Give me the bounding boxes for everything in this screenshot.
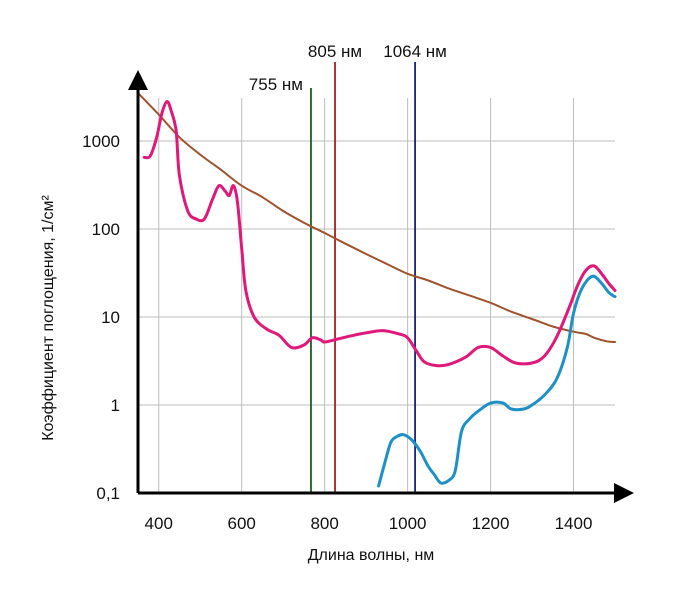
y-axis-title: Коэффициент поглощения, 1/см² — [40, 195, 57, 441]
wavelength-marker-label: 805 нм — [308, 42, 362, 61]
axes — [128, 70, 634, 503]
x-tick-label: 1200 — [472, 514, 510, 533]
y-tick-label: 100 — [92, 220, 120, 239]
x-tick-label: 600 — [228, 514, 256, 533]
wavelength-marker-label: 1064 нм — [383, 42, 447, 61]
x-axis-arrow-icon — [614, 483, 634, 503]
data-series — [137, 92, 617, 488]
x-tick-label: 1000 — [389, 514, 427, 533]
x-tick-label: 400 — [145, 514, 173, 533]
tick-labels: 400 600 800 1000 1200 1400 0,1 1 10 100 1000 — [82, 132, 592, 533]
series-line-blue — [377, 274, 617, 488]
wavelength-markers: 755 нм 805 нм 1064 нм — [249, 42, 447, 493]
wavelength-marker-label: 755 нм — [249, 75, 303, 94]
series-line-magenta — [142, 100, 617, 368]
x-tick-label: 1400 — [555, 514, 593, 533]
y-tick-label: 10 — [101, 308, 120, 327]
x-tick-label: 800 — [310, 514, 338, 533]
y-tick-label: 0,1 — [96, 484, 120, 503]
y-tick-label: 1000 — [82, 132, 120, 151]
x-axis-title: Длина волны, нм — [308, 547, 435, 564]
y-tick-label: 1 — [111, 396, 120, 415]
grid — [138, 98, 615, 493]
series-line-brown — [137, 92, 616, 343]
y-axis-arrow-icon — [128, 70, 148, 90]
